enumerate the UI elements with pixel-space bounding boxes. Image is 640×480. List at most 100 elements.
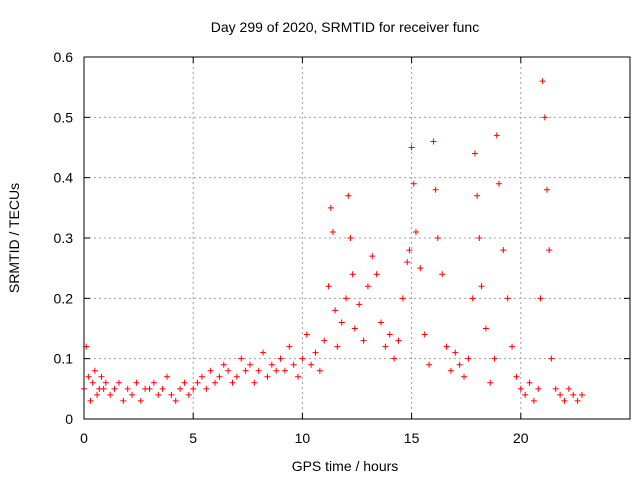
data-point (129, 391, 136, 398)
y-tick-label: 0.3 (54, 230, 74, 246)
data-point (430, 138, 437, 145)
data-point (471, 150, 478, 157)
y-tick-label: 0.5 (54, 109, 74, 125)
data-point (386, 331, 393, 338)
data-point (434, 235, 441, 241)
y-tick-label: 0 (65, 411, 73, 427)
data-point (172, 397, 179, 404)
grid-lines (84, 57, 630, 419)
data-point (260, 349, 267, 356)
data-point (286, 343, 293, 350)
data-point (513, 373, 520, 380)
data-point (360, 337, 367, 344)
data-point (469, 295, 476, 302)
data-point (544, 186, 551, 193)
data-point (321, 337, 328, 344)
y-axis-label: SRMTID / TECUs (6, 183, 22, 293)
data-point (120, 397, 127, 404)
data-point (203, 385, 210, 392)
data-point (137, 397, 144, 404)
data-point (439, 271, 446, 278)
data-point (207, 367, 214, 374)
data-point (478, 283, 485, 290)
data-point (89, 379, 96, 386)
data-point (295, 373, 302, 380)
data-point (410, 180, 417, 187)
data-point (242, 367, 249, 374)
data-point (578, 391, 585, 398)
y-tick-label: 0.2 (54, 290, 74, 306)
data-point (264, 373, 271, 380)
data-point (539, 78, 546, 85)
data-point (461, 373, 468, 380)
data-point (412, 228, 419, 235)
data-point (546, 247, 553, 254)
data-point (369, 253, 376, 260)
x-tick-label: 20 (513, 430, 529, 446)
data-point (303, 331, 310, 338)
data-point (155, 391, 162, 398)
data-points (81, 78, 585, 404)
data-point (526, 379, 533, 386)
data-point (509, 343, 516, 350)
data-point (349, 271, 356, 278)
data-point (537, 295, 544, 302)
data-point (334, 343, 341, 350)
data-point (163, 373, 170, 380)
data-point (356, 301, 363, 308)
data-point (198, 373, 205, 380)
data-point (124, 385, 131, 392)
data-point (329, 228, 336, 235)
data-point (417, 265, 424, 272)
data-point (443, 343, 450, 350)
data-point (517, 385, 524, 392)
data-point (94, 391, 101, 398)
y-tick-label: 0.6 (54, 49, 74, 65)
data-point (216, 373, 223, 380)
data-point (421, 331, 428, 338)
data-point (277, 355, 284, 362)
data-point (364, 283, 371, 290)
data-point (190, 385, 197, 392)
x-axis-label: GPS time / hours (292, 458, 399, 474)
data-point (327, 204, 334, 211)
data-point (378, 319, 385, 326)
data-point (373, 271, 380, 278)
data-point (273, 367, 280, 374)
data-point (565, 385, 572, 392)
data-point (351, 325, 358, 332)
data-point (150, 379, 157, 386)
data-point (404, 259, 411, 266)
x-tick-label: 15 (404, 430, 420, 446)
data-point (98, 373, 105, 380)
data-point (395, 337, 402, 344)
data-point (85, 373, 92, 380)
data-point (225, 367, 232, 374)
data-point (495, 180, 502, 187)
data-point (530, 397, 537, 404)
data-point (522, 391, 529, 398)
data-point (268, 361, 275, 368)
data-point (493, 132, 500, 139)
data-point (281, 367, 288, 374)
data-point (474, 192, 481, 199)
data-point (233, 373, 240, 380)
data-point (338, 319, 345, 326)
data-point (238, 355, 245, 362)
data-point (548, 355, 555, 362)
data-point (487, 379, 494, 386)
data-point (220, 361, 227, 368)
y-tick-label: 0.1 (54, 351, 74, 367)
data-point (426, 361, 433, 368)
data-point (432, 186, 439, 193)
data-point (107, 391, 114, 398)
data-point (535, 385, 542, 392)
data-point (102, 379, 109, 386)
data-point (159, 385, 166, 392)
data-point (557, 391, 564, 398)
data-point (212, 379, 219, 386)
axis-ticks: 0 5 10 15 20 0 0.1 0.2 0.3 0.4 0.5 0.6 (54, 49, 630, 446)
data-point (312, 349, 319, 356)
data-point (146, 385, 153, 392)
data-point (177, 385, 184, 392)
